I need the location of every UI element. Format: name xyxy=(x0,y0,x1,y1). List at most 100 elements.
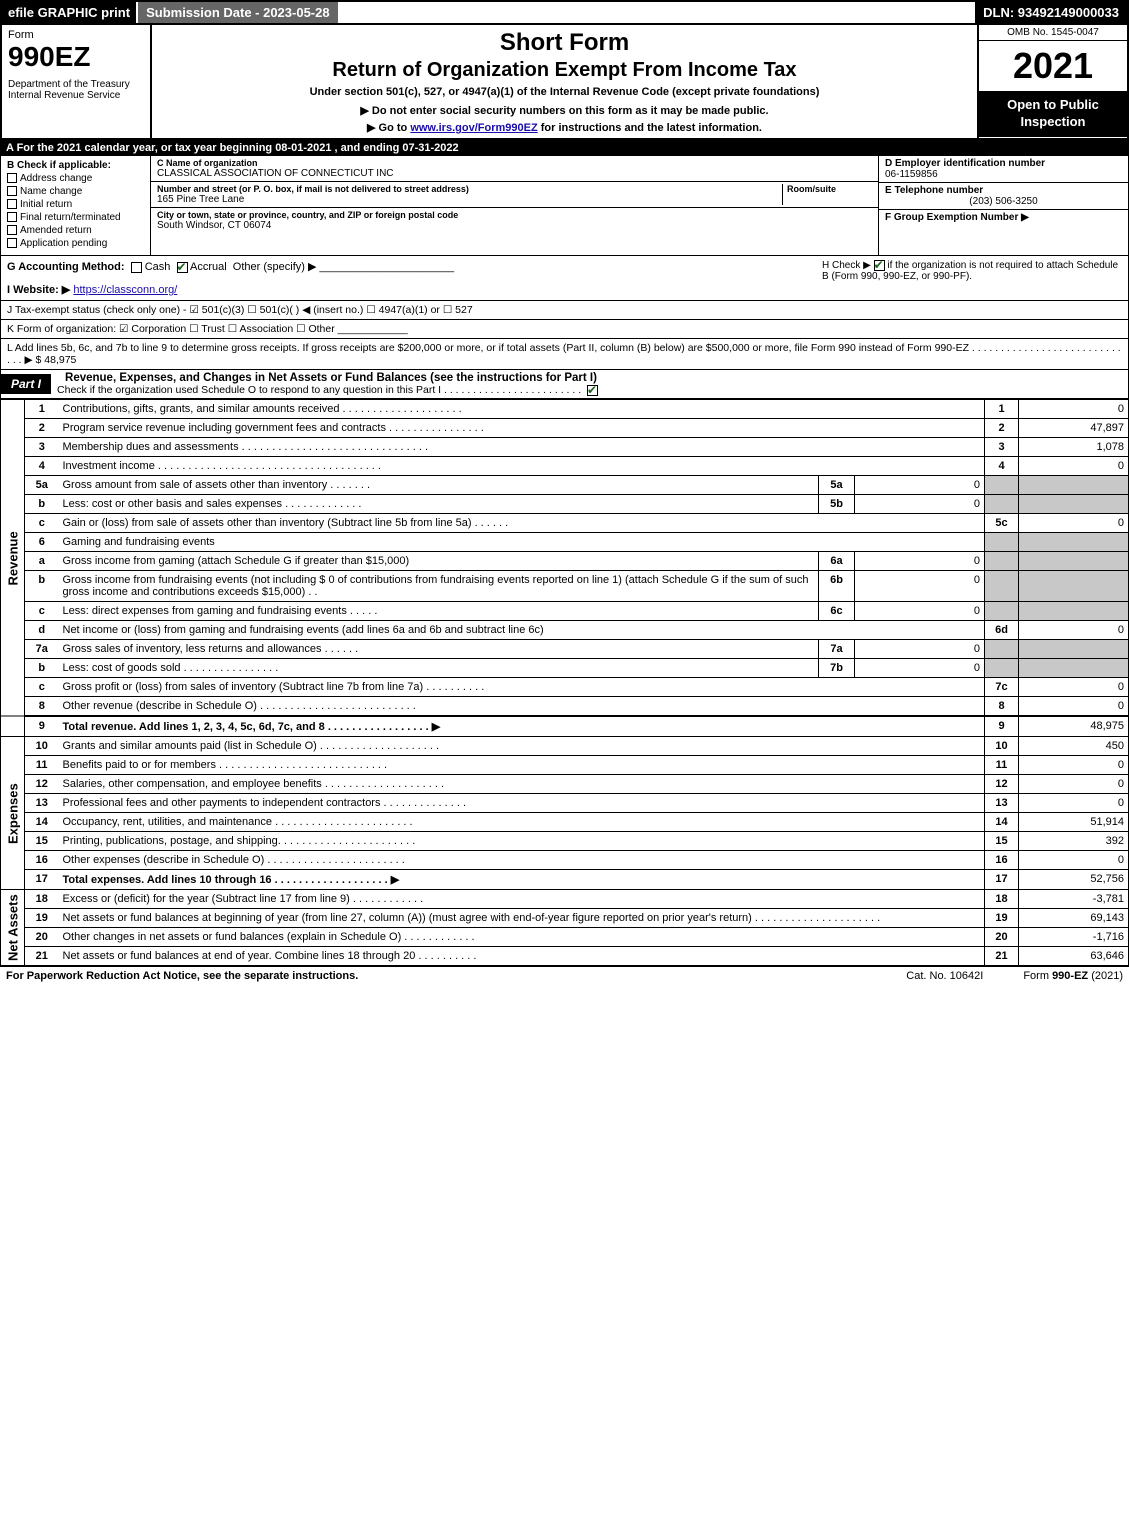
line-17-desc: Total expenses. Add lines 10 through 16 … xyxy=(59,870,985,890)
open-to-public: Open to Public Inspection xyxy=(979,91,1127,137)
line-14-num: 14 xyxy=(25,813,59,832)
header-left: Form 990EZ Department of the Treasury In… xyxy=(2,25,152,138)
line-2-rnum: 2 xyxy=(985,419,1019,438)
cb-name-change[interactable]: Name change xyxy=(7,186,144,197)
cb-application-pending[interactable]: Application pending xyxy=(7,238,144,249)
form-label: Form xyxy=(8,29,144,41)
other-line: ______________________ xyxy=(320,261,455,273)
line-19-num: 19 xyxy=(25,909,59,928)
section-h: H Check ▶ if the organization is not req… xyxy=(822,260,1122,296)
line-20-val: -1,716 xyxy=(1019,928,1129,947)
line-18-desc: Excess or (deficit) for the year (Subtra… xyxy=(59,890,985,909)
goto-prefix: ▶ Go to xyxy=(367,122,410,134)
line-7b-subval: 0 xyxy=(855,659,985,678)
phone-value: (203) 506-3250 xyxy=(885,196,1122,207)
line-6d-val: 0 xyxy=(1019,621,1129,640)
cash-label: Cash xyxy=(145,261,171,273)
line-15-val: 392 xyxy=(1019,832,1129,851)
line-5b-subval: 0 xyxy=(855,495,985,514)
part-i-tab: Part I xyxy=(1,374,51,394)
line-6b-rshade xyxy=(985,571,1019,602)
line-17-val: 52,756 xyxy=(1019,870,1129,890)
cb-amended-return-label: Amended return xyxy=(20,225,92,236)
line-1-val: 0 xyxy=(1019,400,1129,419)
line-7a-subnum: 7a xyxy=(819,640,855,659)
footer-right: Form 990-EZ (2021) xyxy=(1023,970,1123,982)
cb-amended-return[interactable]: Amended return xyxy=(7,225,144,236)
cb-schedule-o[interactable] xyxy=(587,385,598,396)
line-8-num: 8 xyxy=(25,697,59,717)
cb-cash[interactable] xyxy=(131,262,142,273)
line-6c-desc: Less: direct expenses from gaming and fu… xyxy=(59,602,819,621)
part-i-check-line: Check if the organization used Schedule … xyxy=(57,384,581,396)
form-number: 990EZ xyxy=(8,41,144,73)
efile-print-label[interactable]: efile GRAPHIC print xyxy=(2,2,136,23)
line-16-desc: Other expenses (describe in Schedule O) … xyxy=(59,851,985,870)
line-3-val: 1,078 xyxy=(1019,438,1129,457)
line-3-desc: Membership dues and assessments . . . . … xyxy=(59,438,985,457)
goto-line: ▶ Go to www.irs.gov/Form990EZ for instru… xyxy=(160,121,969,134)
line-5b-num: b xyxy=(25,495,59,514)
section-d-label: D Employer identification number xyxy=(885,158,1122,169)
line-8-desc: Other revenue (describe in Schedule O) .… xyxy=(59,697,985,717)
line-10-desc: Grants and similar amounts paid (list in… xyxy=(59,737,985,756)
line-5c-num: c xyxy=(25,514,59,533)
line-5a-desc: Gross amount from sale of assets other t… xyxy=(59,476,819,495)
section-b: B Check if applicable: Address change Na… xyxy=(1,156,151,255)
line-2-num: 2 xyxy=(25,419,59,438)
line-14-rnum: 14 xyxy=(985,813,1019,832)
row-h-prefix: H Check ▶ xyxy=(822,260,871,271)
irs-link[interactable]: www.irs.gov/Form990EZ xyxy=(410,122,537,134)
line-1-rnum: 1 xyxy=(985,400,1019,419)
cb-initial-return[interactable]: Initial return xyxy=(7,199,144,210)
org-name: CLASSICAL ASSOCIATION OF CONNECTICUT INC xyxy=(157,168,872,179)
cb-schedule-b[interactable] xyxy=(874,260,885,271)
line-6-rshade xyxy=(985,533,1019,552)
city-label: City or town, state or province, country… xyxy=(157,210,872,220)
cb-final-return[interactable]: Final return/terminated xyxy=(7,212,144,223)
header-center: Short Form Return of Organization Exempt… xyxy=(152,25,977,138)
section-def: D Employer identification number 06-1159… xyxy=(878,156,1128,255)
line-1-num: 1 xyxy=(25,400,59,419)
line-1-desc: Contributions, gifts, grants, and simila… xyxy=(59,400,985,419)
line-3-num: 3 xyxy=(25,438,59,457)
line-15-num: 15 xyxy=(25,832,59,851)
line-21-num: 21 xyxy=(25,947,59,966)
line-7a-num: 7a xyxy=(25,640,59,659)
line-6d-rnum: 6d xyxy=(985,621,1019,640)
line-21-desc: Net assets or fund balances at end of ye… xyxy=(59,947,985,966)
cb-address-change[interactable]: Address change xyxy=(7,173,144,184)
line-11-num: 11 xyxy=(25,756,59,775)
line-6-vshade xyxy=(1019,533,1129,552)
line-7c-val: 0 xyxy=(1019,678,1129,697)
line-7b-vshade xyxy=(1019,659,1129,678)
line-5b-subnum: 5b xyxy=(819,495,855,514)
omb-number: OMB No. 1545-0047 xyxy=(979,25,1127,41)
line-5c-val: 0 xyxy=(1019,514,1129,533)
line-6c-subnum: 6c xyxy=(819,602,855,621)
row-k: K Form of organization: ☑ Corporation ☐ … xyxy=(0,320,1129,339)
section-e-label: E Telephone number xyxy=(885,185,1122,196)
line-13-val: 0 xyxy=(1019,794,1129,813)
line-6a-num: a xyxy=(25,552,59,571)
cb-accrual[interactable] xyxy=(177,262,188,273)
line-7c-num: c xyxy=(25,678,59,697)
line-19-rnum: 19 xyxy=(985,909,1019,928)
line-6b-subnum: 6b xyxy=(819,571,855,602)
under-section-text: Under section 501(c), 527, or 4947(a)(1)… xyxy=(160,86,969,98)
line-17-rnum: 17 xyxy=(985,870,1019,890)
line-20-rnum: 20 xyxy=(985,928,1019,947)
line-7a-desc: Gross sales of inventory, less returns a… xyxy=(59,640,819,659)
row-g-h: G Accounting Method: Cash Accrual Other … xyxy=(0,256,1129,301)
line-5b-vshade xyxy=(1019,495,1129,514)
section-c: C Name of organization CLASSICAL ASSOCIA… xyxy=(151,156,878,255)
line-4-val: 0 xyxy=(1019,457,1129,476)
line-5b-rshade xyxy=(985,495,1019,514)
side-net-assets: Net Assets xyxy=(1,890,25,966)
row-l-value: 48,975 xyxy=(44,354,76,366)
line-7c-rnum: 7c xyxy=(985,678,1019,697)
website-link[interactable]: https://classconn.org/ xyxy=(73,284,177,296)
line-14-desc: Occupancy, rent, utilities, and maintena… xyxy=(59,813,985,832)
line-18-num: 18 xyxy=(25,890,59,909)
footer-right-prefix: Form xyxy=(1023,970,1052,982)
